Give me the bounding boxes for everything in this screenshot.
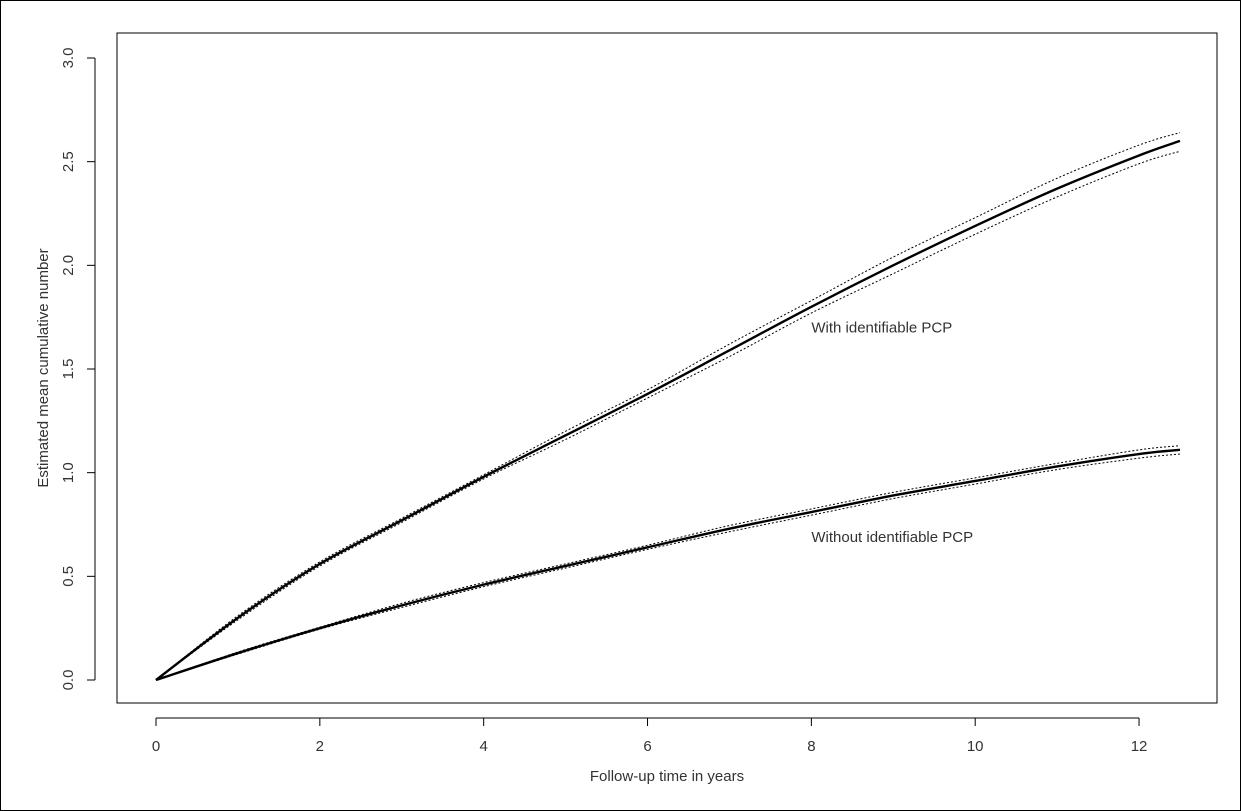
series-upper-ci-line	[155, 132, 1181, 681]
plot-box	[116, 32, 1218, 704]
series-upper-ci-line	[155, 445, 1181, 681]
x-tick-label: 0	[152, 738, 160, 755]
x-tick-label: 8	[807, 738, 815, 755]
series-layer	[155, 132, 1181, 682]
x-axis-label: Follow-up time in years	[590, 768, 744, 785]
series-lower-ci-line	[155, 453, 1181, 681]
series-lower-ci-line	[155, 150, 1181, 681]
y-tick-label: 0.5	[60, 566, 77, 587]
y-tick-label: 0.0	[60, 670, 77, 691]
y-tick-label: 3.0	[60, 48, 77, 69]
y-axis-label: Estimated mean cumulative number	[35, 248, 52, 487]
series-mean-line	[155, 448, 1181, 682]
x-tick-label: 12	[1131, 738, 1148, 755]
series-1	[155, 132, 1181, 681]
annotation-layer: With identifiable PCP Without identifiabl…	[811, 320, 973, 546]
x-axis: 0 2 4 6 8 10 12	[152, 717, 1148, 755]
series-2	[155, 445, 1181, 682]
series-annotation: With identifiable PCP	[811, 320, 952, 337]
x-tick-label: 2	[316, 738, 324, 755]
series-annotation: Without identifiable PCP	[811, 529, 973, 546]
x-tick-label: 10	[967, 738, 984, 755]
y-tick-label: 1.5	[60, 359, 77, 380]
y-tick-label: 2.0	[60, 255, 77, 276]
x-tick-label: 6	[643, 738, 651, 755]
y-tick-label: 2.5	[60, 151, 77, 172]
y-axis: 0.0 0.5 1.0 1.5 2.0 2.5 3.0	[60, 48, 96, 691]
x-tick-label: 4	[480, 738, 488, 755]
series-mean-line	[155, 139, 1181, 681]
y-tick-label: 1.0	[60, 462, 77, 483]
